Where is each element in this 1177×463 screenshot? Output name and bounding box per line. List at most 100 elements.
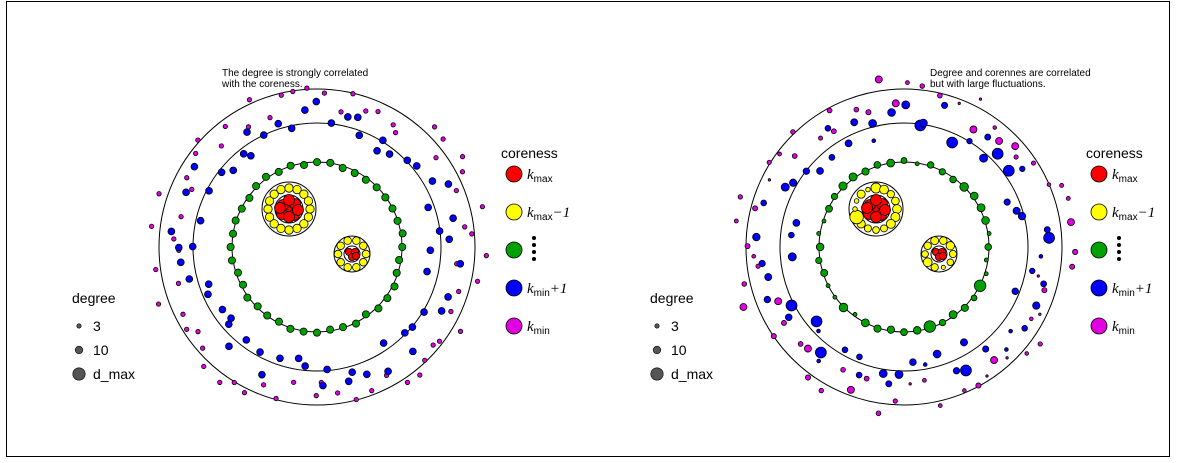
node [815,242,825,252]
node [892,204,902,214]
node [204,280,213,288]
node [175,280,182,286]
node [816,358,821,364]
node [960,338,968,347]
node [264,196,275,206]
node [885,380,893,388]
node [292,184,302,195]
node [922,377,927,383]
node [818,387,824,394]
node [185,275,194,283]
node [886,158,896,168]
node [156,191,162,197]
node [193,150,199,157]
node [887,108,896,117]
node [182,188,190,197]
node [886,190,895,199]
node [865,109,872,116]
node [885,218,896,229]
node [344,113,352,121]
node [890,212,901,222]
node [1065,196,1071,201]
node [195,329,201,335]
degree-swatch [652,345,662,355]
node [428,177,437,185]
node [1004,347,1009,352]
node [171,236,177,242]
node [1072,248,1079,255]
node [167,227,176,236]
node [1043,232,1055,244]
annotation-line-2: with the coreness. [221,79,303,90]
node [313,393,319,399]
node [323,365,331,374]
panel-left: The degree is strongly correlated with t… [72,68,570,406]
node [303,196,314,206]
node [242,336,251,344]
node [200,345,206,351]
node [263,204,273,214]
coreness-label: kmin+1 [527,281,567,299]
node [825,283,831,289]
node [1011,142,1020,151]
node [1012,206,1021,215]
core-ring [848,181,904,237]
node [273,395,279,402]
annotation-line-2: but with large fluctuations. [930,79,1046,90]
node [922,362,928,367]
node [844,139,853,148]
node [343,263,352,272]
node [312,328,321,337]
node [791,153,798,159]
degree-label: 3 [671,318,679,334]
node [260,382,267,388]
node [1032,301,1041,310]
node [237,204,246,213]
degree-label: 10 [93,342,109,358]
node [444,180,453,188]
node [319,381,327,390]
node [190,162,199,171]
coreness-swatch [505,241,523,259]
coreness-label: kmax [1112,167,1138,185]
node [184,326,190,332]
node [245,193,254,202]
degree-label: 10 [671,342,687,358]
node [383,294,392,303]
node [863,375,870,382]
node [787,252,797,262]
node [841,346,849,354]
node [363,370,371,379]
node [256,348,264,356]
degree-swatch [74,345,84,355]
node [1003,198,1011,206]
node [241,390,248,396]
node [174,243,183,252]
node [444,293,452,301]
node [861,202,873,214]
node [752,205,759,212]
node [919,118,928,128]
node [815,346,827,359]
node [973,279,987,292]
ellipsis-dot [532,257,536,261]
node [253,302,262,311]
node [321,90,328,96]
node [870,194,882,206]
node [430,342,436,348]
node [744,243,751,250]
node [229,229,238,238]
node [737,194,743,200]
node [361,310,370,319]
node [957,101,961,105]
coreness-legend: kmax kmax−1 kmin+1 kmin [505,165,570,337]
node [960,364,972,377]
node [385,150,394,158]
node [892,398,898,404]
node [894,370,904,379]
node [930,236,940,246]
node [276,223,286,234]
node [840,367,846,373]
node [871,138,877,143]
node [301,362,309,370]
